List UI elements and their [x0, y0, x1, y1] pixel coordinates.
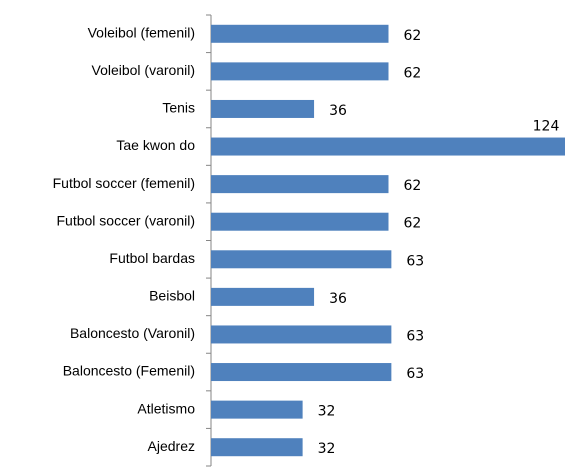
value-label: 32	[318, 441, 336, 457]
y-tick-label: Futbol bardas	[109, 250, 195, 266]
bar	[211, 287, 315, 306]
value-label: 63	[406, 366, 424, 382]
bar	[211, 175, 389, 194]
y-tick-label: Ajedrez	[148, 438, 195, 454]
y-tick-label: Atletismo	[137, 400, 195, 416]
y-tick-label: Futbol soccer (varonil)	[57, 212, 196, 228]
bar	[211, 438, 303, 457]
bar	[211, 250, 392, 269]
y-tick-label: Tenis	[162, 100, 195, 116]
bar	[211, 325, 392, 344]
value-label: 32	[318, 404, 336, 420]
bar	[211, 212, 389, 231]
y-tick-label: Voleibol (varonil)	[92, 62, 196, 78]
y-tick-label: Futbol soccer (femenil)	[53, 175, 195, 191]
value-label: 62	[404, 28, 422, 44]
bar	[211, 99, 315, 118]
y-tick-label: Voleibol (femenil)	[88, 24, 195, 40]
value-label: 62	[404, 216, 422, 232]
value-label: 36	[329, 291, 347, 307]
y-tick-label: Tae kwon do	[116, 137, 195, 153]
bar	[211, 363, 392, 382]
value-label: 36	[329, 103, 347, 119]
value-label: 63	[406, 253, 424, 269]
value-label: 124	[533, 119, 560, 135]
y-tick-label: Beisbol	[149, 288, 195, 304]
bar	[211, 24, 389, 43]
bar	[211, 400, 303, 419]
y-tick-label: Baloncesto (Femenil)	[63, 363, 195, 379]
y-tick-label: Baloncesto (Varonil)	[70, 325, 195, 341]
value-label: 62	[404, 65, 422, 81]
bar	[211, 137, 565, 156]
bar	[211, 62, 389, 81]
value-label: 62	[404, 178, 422, 194]
value-label: 63	[406, 328, 424, 344]
